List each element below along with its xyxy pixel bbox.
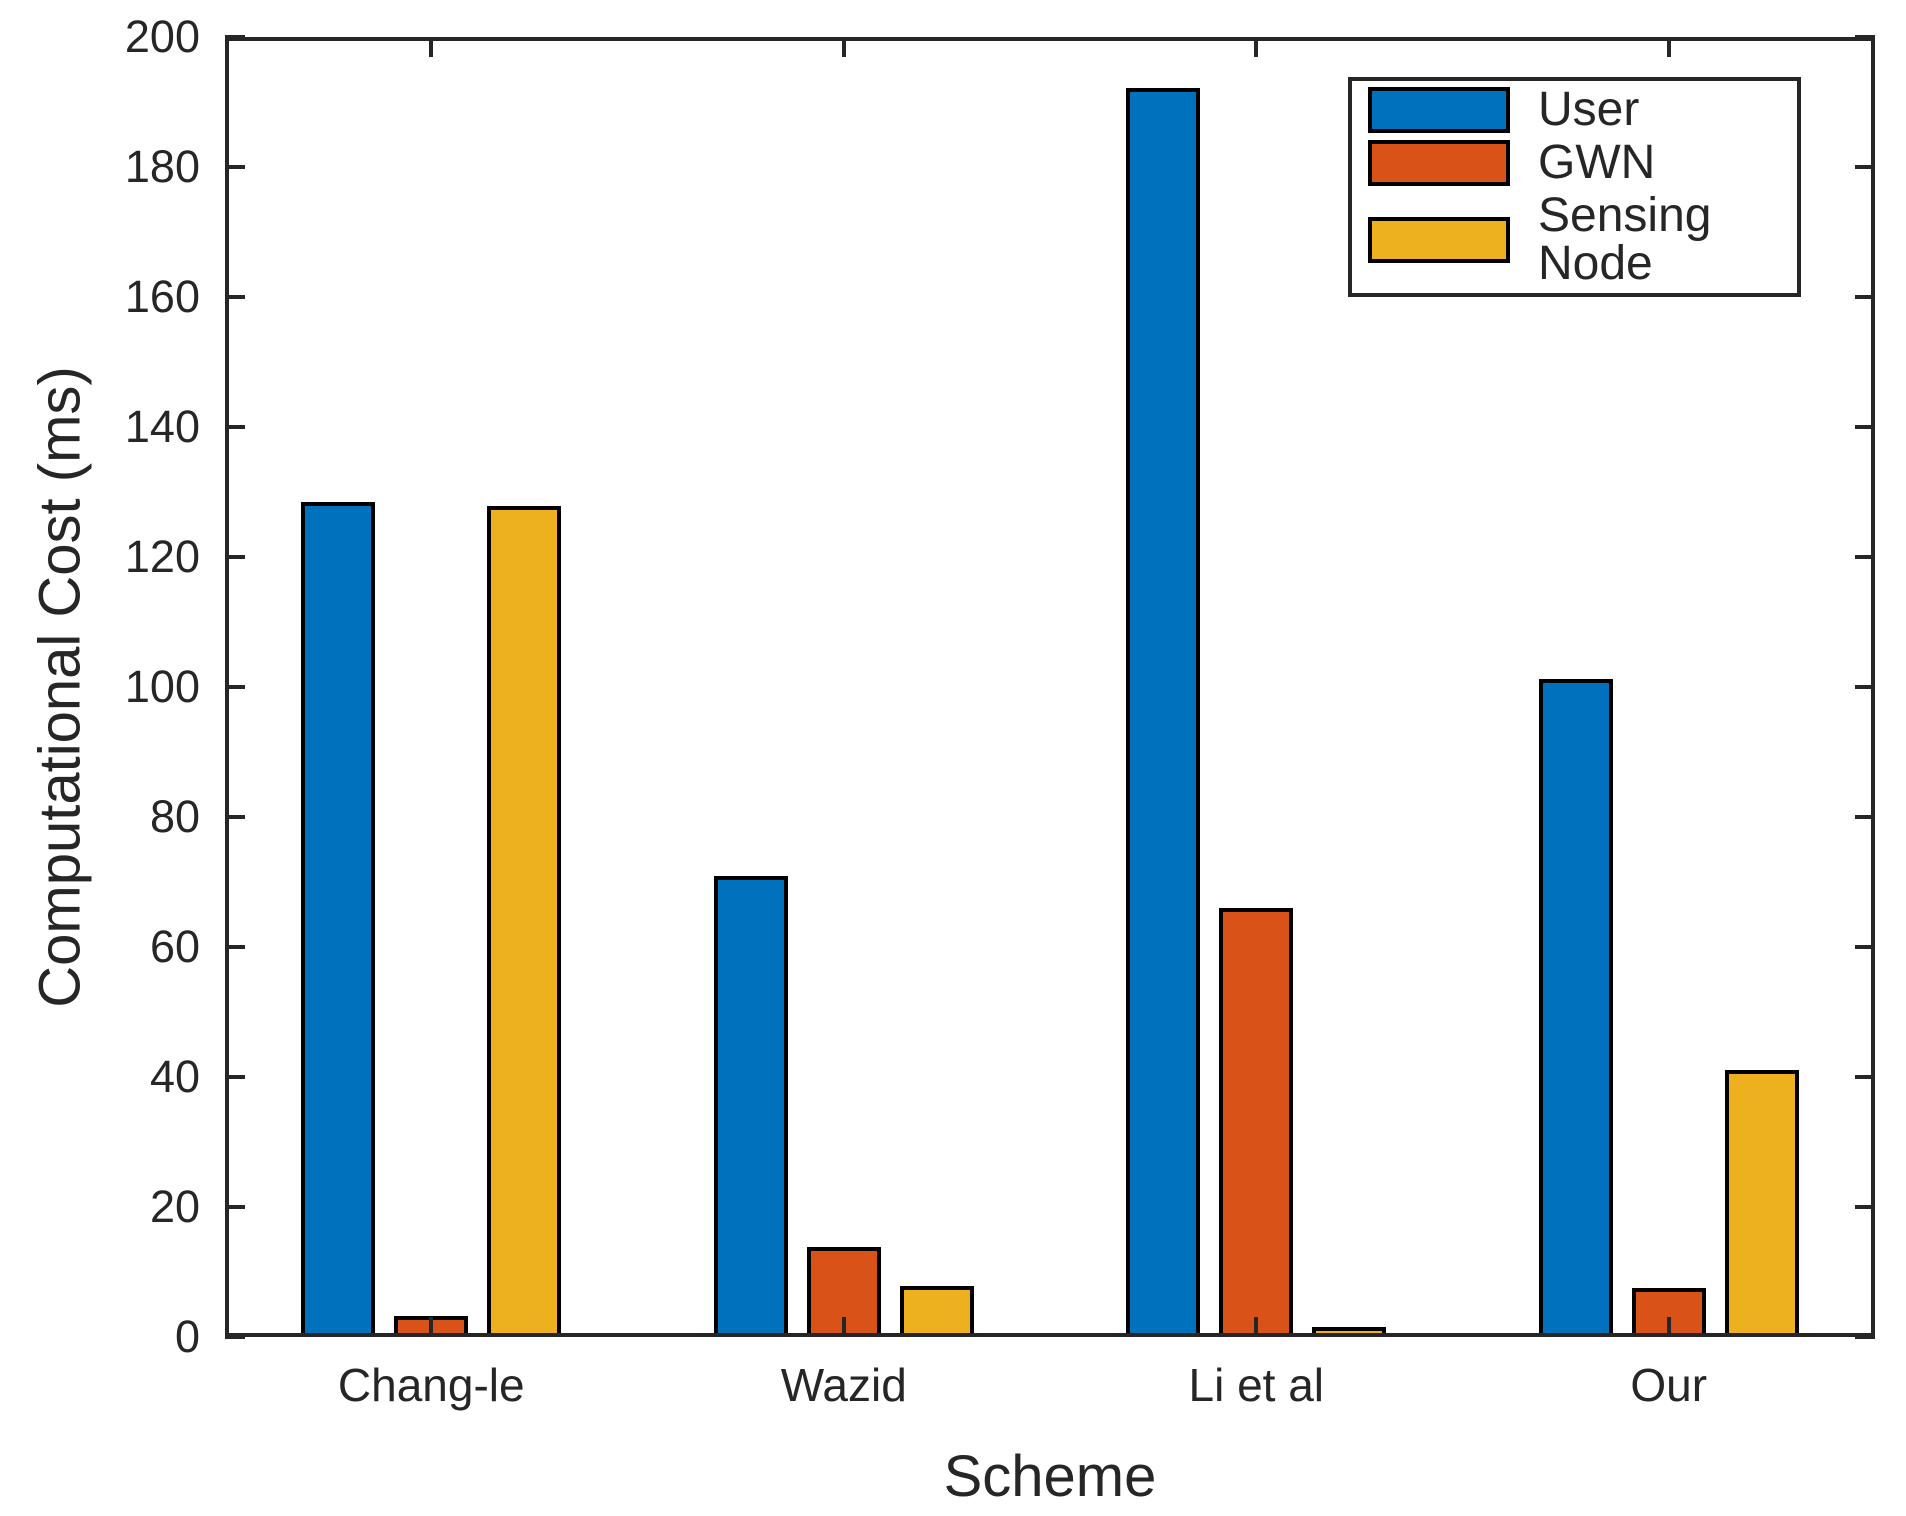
bar-user-our bbox=[1538, 679, 1613, 1337]
x-tick-label-wazid: Wazid bbox=[780, 1359, 907, 1411]
y-tick-label: 40 bbox=[149, 1051, 200, 1102]
bar-sensing-node-wazid bbox=[899, 1286, 974, 1337]
y-tick-label: 20 bbox=[149, 1181, 200, 1232]
y-tick-left bbox=[225, 945, 245, 949]
y-tick-left bbox=[225, 1205, 245, 1209]
legend-item-gwn: GWN bbox=[1368, 139, 1797, 187]
y-tick-left bbox=[225, 425, 245, 429]
legend-label-user: User bbox=[1538, 83, 1640, 136]
x-axis-label: Scheme bbox=[943, 1444, 1157, 1509]
x-tick-top bbox=[1254, 37, 1259, 57]
y-tick-left bbox=[225, 165, 245, 169]
y-tick-right bbox=[1855, 35, 1875, 39]
y-tick-right bbox=[1855, 1075, 1875, 1079]
bar-sensing-node-our bbox=[1724, 1070, 1799, 1337]
y-tick-label: 60 bbox=[149, 921, 200, 972]
y-tick-right bbox=[1855, 165, 1875, 169]
legend: User GWN Sensing Node bbox=[1348, 77, 1801, 297]
legend-item-sensing-node: Sensing Node bbox=[1368, 192, 1797, 288]
y-tick-left bbox=[225, 685, 245, 689]
y-tick-right bbox=[1855, 295, 1875, 299]
y-tick-left bbox=[225, 815, 245, 819]
x-tick-bottom bbox=[1666, 1317, 1671, 1337]
y-tick-right bbox=[1855, 945, 1875, 949]
x-tick-top bbox=[429, 37, 434, 57]
x-tick-bottom bbox=[841, 1317, 846, 1337]
legend-swatch-gwn bbox=[1368, 140, 1510, 186]
x-tick-bottom bbox=[429, 1317, 434, 1337]
y-tick-right bbox=[1855, 1205, 1875, 1209]
x-tick-bottom bbox=[1254, 1317, 1259, 1337]
bar-sensing-node-li-et-al bbox=[1312, 1327, 1387, 1337]
legend-item-user: User bbox=[1368, 86, 1797, 134]
bar-gwn-li-et-al bbox=[1219, 908, 1294, 1337]
y-tick-left bbox=[225, 295, 245, 299]
y-tick-left bbox=[225, 1075, 245, 1079]
bar-sensing-node-chang-le bbox=[487, 506, 562, 1337]
y-tick-label: 140 bbox=[124, 401, 200, 452]
y-tick-left bbox=[225, 35, 245, 39]
y-tick-right bbox=[1855, 685, 1875, 689]
y-tick-right bbox=[1855, 1335, 1875, 1339]
legend-swatch-user bbox=[1368, 87, 1510, 133]
y-tick-label: 120 bbox=[124, 531, 200, 582]
y-tick-label: 100 bbox=[124, 661, 200, 712]
x-tick-label-chang-le: Chang-le bbox=[337, 1359, 525, 1411]
y-tick-right bbox=[1855, 815, 1875, 819]
y-tick-label: 0 bbox=[174, 1311, 200, 1362]
x-tick-label-li-et-al: Li et al bbox=[1188, 1359, 1325, 1411]
y-tick-left bbox=[225, 555, 245, 559]
bar-user-li-et-al bbox=[1126, 88, 1201, 1337]
y-tick-label: 80 bbox=[149, 791, 200, 842]
y-tick-right bbox=[1855, 425, 1875, 429]
legend-label-sensing-node: Sensing Node bbox=[1538, 189, 1712, 290]
y-tick-label: 180 bbox=[124, 141, 200, 192]
y-tick-label: 200 bbox=[124, 11, 200, 62]
legend-label-gwn: GWN bbox=[1538, 136, 1656, 189]
y-tick-left bbox=[225, 1335, 245, 1339]
legend-swatch-sensing-node bbox=[1368, 217, 1510, 263]
y-tick-right bbox=[1855, 555, 1875, 559]
x-tick-label-our: Our bbox=[1630, 1359, 1708, 1411]
bar-user-wazid bbox=[713, 876, 788, 1337]
plot-area bbox=[225, 35, 1875, 1339]
y-tick-label: 160 bbox=[124, 271, 200, 322]
bar-user-chang-le bbox=[301, 502, 376, 1337]
x-tick-top bbox=[841, 37, 846, 57]
x-tick-top bbox=[1666, 37, 1671, 57]
